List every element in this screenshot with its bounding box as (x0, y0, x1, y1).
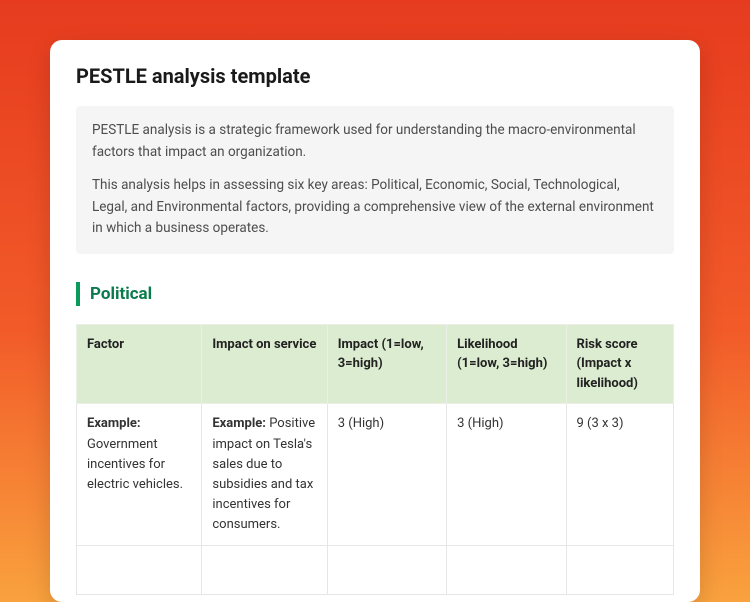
table-header-row: Factor Impact on service Impact (1=low, … (77, 324, 674, 404)
empty-cell[interactable] (447, 546, 566, 595)
empty-cell[interactable] (202, 546, 327, 595)
empty-cell[interactable] (566, 546, 674, 595)
empty-cell[interactable] (77, 546, 202, 595)
cell-impact-svc[interactable]: Example: Positive impact on Tesla's sale… (202, 404, 327, 546)
table-row (77, 546, 674, 595)
page-title: PESTLE analysis template (76, 64, 674, 88)
intro-block: PESTLE analysis is a strategic framework… (76, 106, 674, 254)
example-label: Example: (212, 416, 266, 431)
col-impact: Impact (1=low, 3=high) (327, 324, 446, 404)
col-likelihood: Likelihood (1=low, 3=high) (447, 324, 566, 404)
political-table: Factor Impact on service Impact (1=low, … (76, 324, 674, 595)
col-risk: Risk score (Impact x likelihood) (566, 324, 674, 404)
page-background: PESTLE analysis template PESTLE analysis… (0, 0, 750, 602)
intro-paragraph: PESTLE analysis is a strategic framework… (92, 120, 658, 163)
example-label: Example: (87, 416, 141, 431)
cell-likelihood[interactable]: 3 (High) (447, 404, 566, 546)
cell-text: Government incentives for electric vehic… (87, 437, 183, 492)
intro-paragraph: This analysis helps in assessing six key… (92, 175, 658, 240)
section-heading-political: Political (76, 282, 674, 306)
empty-cell[interactable] (327, 546, 446, 595)
col-impact-svc: Impact on service (202, 324, 327, 404)
document-card: PESTLE analysis template PESTLE analysis… (50, 40, 700, 602)
cell-text: Positive impact on Tesla's sales due to … (212, 416, 315, 532)
col-factor: Factor (77, 324, 202, 404)
cell-impact[interactable]: 3 (High) (327, 404, 446, 546)
cell-factor[interactable]: Example: Government incentives for elect… (77, 404, 202, 546)
table-row: Example: Government incentives for elect… (77, 404, 674, 546)
cell-risk[interactable]: 9 (3 x 3) (566, 404, 674, 546)
